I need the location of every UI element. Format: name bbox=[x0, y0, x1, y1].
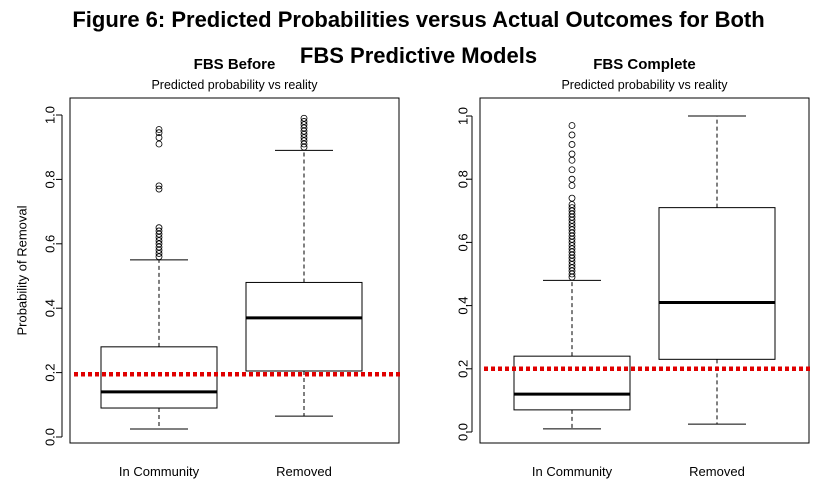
outlier-point bbox=[568, 141, 576, 148]
outlier-point bbox=[155, 224, 163, 232]
x-tick-label: In Community bbox=[119, 464, 200, 479]
outlier-point bbox=[300, 134, 308, 141]
boxplot-panel-2: FBS Complete Predicted probability vs rea… bbox=[456, 56, 811, 479]
y-tick-label: 1.0 bbox=[43, 106, 58, 124]
outlier-point bbox=[155, 250, 163, 257]
outlier-point bbox=[300, 118, 308, 125]
x-tick-label: In Community bbox=[532, 464, 613, 479]
outlier-point bbox=[155, 126, 163, 133]
y-tick-label: 0.6 bbox=[456, 233, 471, 251]
outlier-point bbox=[300, 124, 308, 132]
outlier-point bbox=[568, 156, 576, 164]
y-tick-label: 0.2 bbox=[43, 364, 58, 382]
y-tick-label: 1.0 bbox=[456, 107, 471, 125]
iqr-box bbox=[245, 281, 363, 372]
outlier-point bbox=[155, 233, 163, 241]
outlier-point bbox=[300, 114, 308, 122]
y-tick-label: 0.4 bbox=[43, 299, 58, 317]
outlier-point bbox=[155, 185, 163, 193]
outlier-point bbox=[155, 243, 163, 251]
x-tick-label: Removed bbox=[276, 464, 332, 479]
y-tick-label: 0.8 bbox=[43, 170, 58, 188]
figure-title: Figure 6: Predicted Probabilities versus… bbox=[0, 2, 837, 74]
outlier-point bbox=[300, 137, 308, 145]
outlier-point bbox=[155, 227, 163, 235]
outlier-point bbox=[155, 140, 163, 148]
outlier-point bbox=[300, 121, 308, 129]
y-tick-label: 0.0 bbox=[43, 428, 58, 446]
figure-title-line2: FBS Predictive Models bbox=[299, 43, 538, 68]
y-tick-label: 0.2 bbox=[456, 360, 471, 378]
iqr-box bbox=[100, 346, 218, 409]
outlier-point bbox=[155, 246, 163, 254]
y-tick-label: 0.4 bbox=[456, 297, 471, 315]
plot-frame bbox=[479, 97, 810, 444]
outlier-point bbox=[568, 122, 576, 129]
outlier-point bbox=[155, 230, 163, 238]
box-1 bbox=[100, 126, 218, 430]
outlier-point bbox=[568, 166, 576, 174]
outlier-point bbox=[568, 194, 576, 202]
outlier-point bbox=[568, 131, 576, 139]
outlier-point bbox=[300, 127, 308, 135]
outlier-point bbox=[155, 237, 163, 244]
plot-frame bbox=[69, 97, 400, 444]
outlier-point bbox=[568, 182, 576, 189]
box-2 bbox=[658, 115, 776, 425]
y-tick-label: 0.0 bbox=[456, 423, 471, 441]
outlier-point bbox=[300, 143, 308, 151]
iqr-box bbox=[513, 355, 631, 411]
boxplot-panel-1: FBS Before Predicted probability vs reali… bbox=[15, 56, 401, 479]
figure-title-line1: Figure 6: Predicted Probabilities versus… bbox=[72, 7, 765, 32]
outlier-point bbox=[568, 175, 576, 183]
outlier-point bbox=[300, 130, 308, 138]
panel-subtitle: Predicted probability vs reality bbox=[561, 78, 728, 92]
panel-title: FBS Before bbox=[194, 56, 276, 73]
y-tick-label: 0.8 bbox=[456, 170, 471, 188]
x-tick-label: Removed bbox=[689, 464, 745, 479]
y-tick-label: 0.6 bbox=[43, 235, 58, 253]
panel-subtitle: Predicted probability vs reality bbox=[151, 78, 318, 92]
outlier-point bbox=[155, 134, 163, 141]
box-2 bbox=[245, 114, 363, 417]
outlier-point bbox=[155, 253, 163, 261]
outlier-point bbox=[155, 129, 163, 137]
outlier-point bbox=[568, 150, 576, 158]
outlier-point bbox=[300, 140, 308, 148]
outlier-point bbox=[568, 204, 576, 212]
y-axis-label: Probability of Removal bbox=[15, 205, 30, 335]
iqr-box bbox=[658, 207, 776, 360]
panel-title: FBS Complete bbox=[593, 56, 696, 73]
outlier-point bbox=[155, 240, 163, 248]
outlier-point bbox=[155, 182, 163, 190]
box-1 bbox=[513, 122, 631, 430]
